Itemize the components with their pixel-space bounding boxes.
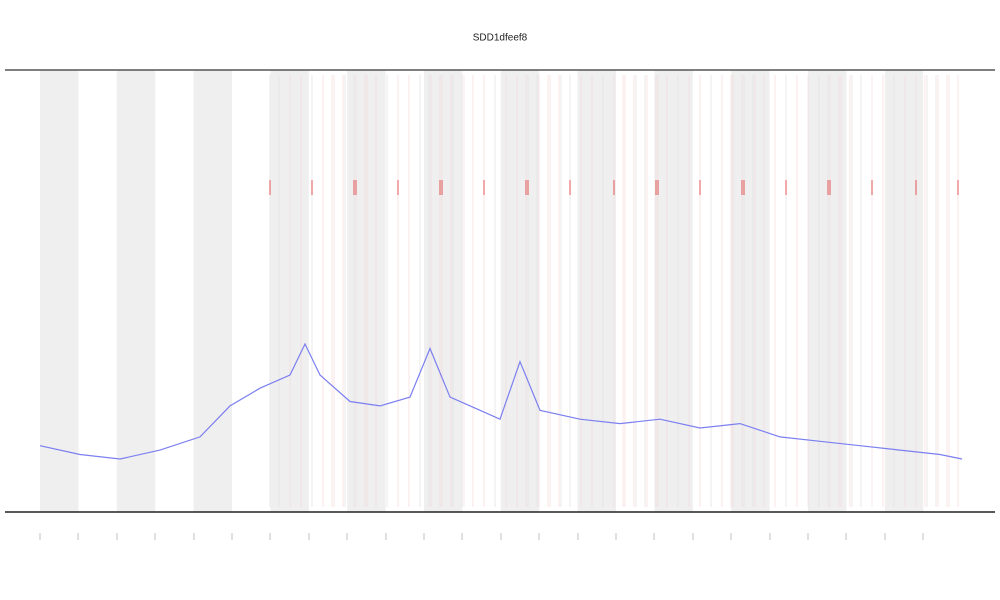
- background-bands: [40, 70, 959, 512]
- shaded-band: [270, 70, 309, 512]
- shaded-band: [654, 70, 693, 512]
- shaded-band: [424, 70, 463, 512]
- shaded-band: [808, 70, 847, 512]
- shaded-band: [40, 70, 79, 512]
- series-line: [39, 342, 963, 460]
- shaded-band: [884, 70, 924, 512]
- shaded-band: [500, 70, 540, 512]
- shaded-band: [347, 70, 386, 512]
- shaded-band: [731, 70, 770, 512]
- shaded-band: [577, 70, 616, 512]
- shaded-band: [116, 70, 156, 512]
- shaded-band: [193, 70, 232, 512]
- chart-title: SDD1dfeef8: [473, 33, 528, 44]
